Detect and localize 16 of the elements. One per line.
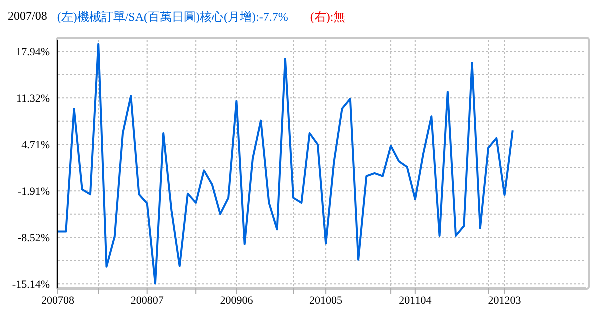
x-tick-label: 201203 (488, 294, 522, 307)
y-tick-label: -15.14% (12, 278, 50, 291)
x-tick-label: 201005 (310, 294, 344, 307)
y-tick-label: 4.71% (22, 140, 50, 152)
line-series (58, 43, 514, 285)
x-tick-label: 201104 (399, 294, 432, 307)
y-tick-label: 17.94% (16, 46, 50, 59)
y-tick-label: -1.91% (18, 186, 50, 198)
x-tick-label: 200708 (42, 294, 75, 307)
y-tick-label: -8.52% (18, 232, 50, 244)
y-tick-label: 11.32% (16, 93, 50, 106)
x-tick-label: 200807 (130, 294, 164, 307)
text: (右):無 (310, 9, 346, 26)
text: (左)機械訂單/SA(百萬日圓)核心(月增):-7.7% (57, 9, 288, 26)
x-tick-label: 200906 (220, 294, 254, 307)
chart-title: 2007/08 (8, 9, 48, 25)
